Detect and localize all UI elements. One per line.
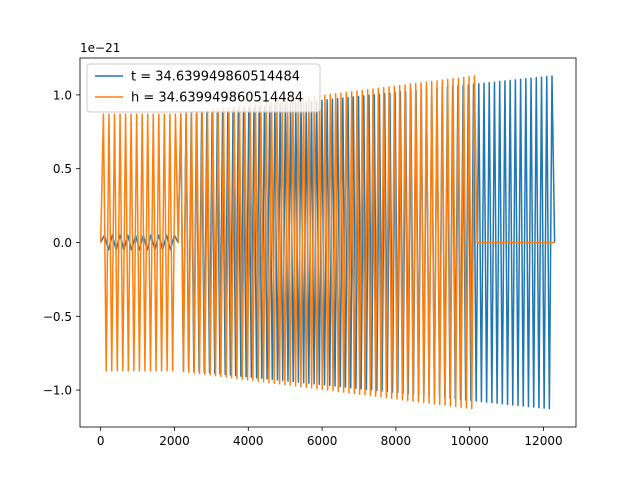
y-tick-label: 0.5 <box>53 162 72 176</box>
series-line-h <box>99 75 555 410</box>
x-axis: 0 2000 4000 6000 8000 10000 12000 <box>97 427 563 448</box>
legend-label-t: t = 34.639949860514484 <box>131 70 300 85</box>
y-tick-label: −0.5 <box>43 310 72 324</box>
y-scale-label: 1e−21 <box>80 41 120 55</box>
y-axis: −1.0 −0.5 0.0 0.5 1.0 <box>43 88 80 398</box>
x-tick-label: 2000 <box>159 434 190 448</box>
x-tick-label: 4000 <box>233 434 264 448</box>
y-tick-label: 1.0 <box>53 88 72 102</box>
x-tick-label: 0 <box>97 434 105 448</box>
y-tick-label: −1.0 <box>43 384 72 398</box>
y-tick-label: 0.0 <box>53 236 72 250</box>
x-tick-label: 8000 <box>381 434 412 448</box>
x-tick-label: 12000 <box>524 434 562 448</box>
legend-label-h: h = 34.639949860514484 <box>131 91 303 106</box>
legend-frame <box>86 63 321 113</box>
x-tick-label: 6000 <box>307 434 338 448</box>
legend: t = 34.639949860514484 h = 34.6399498605… <box>86 63 321 113</box>
series-layer <box>99 75 556 410</box>
x-tick-label: 10000 <box>451 434 489 448</box>
